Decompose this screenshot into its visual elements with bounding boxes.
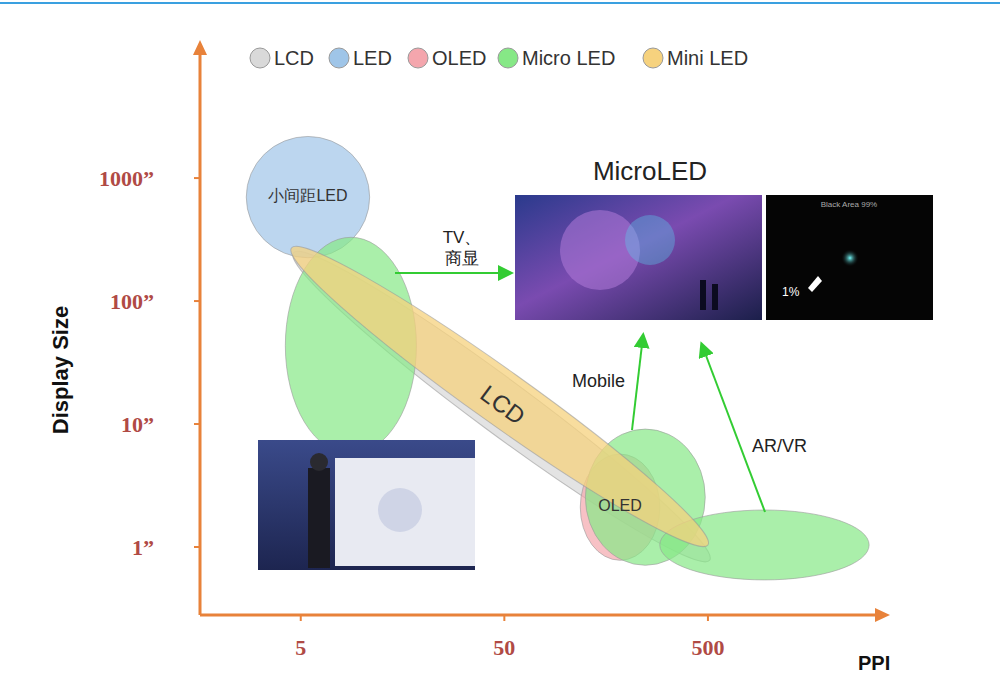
svg-text:5: 5	[295, 635, 306, 660]
svg-text:TV、: TV、	[443, 228, 482, 247]
svg-text:500: 500	[691, 635, 724, 660]
svg-text:Micro LED: Micro LED	[522, 47, 615, 69]
svg-text:LED: LED	[353, 47, 392, 69]
svg-text:Black Area 99%: Black Area 99%	[821, 200, 877, 209]
svg-text:OLED: OLED	[598, 497, 642, 514]
svg-text:10”: 10”	[121, 412, 154, 437]
svg-text:LCD: LCD	[475, 380, 530, 430]
svg-text:AR/VR: AR/VR	[752, 436, 807, 456]
svg-text:100”: 100”	[110, 289, 154, 314]
svg-text:MicroLED: MicroLED	[593, 156, 707, 186]
svg-text:商显: 商显	[445, 249, 479, 268]
svg-text:小间距LED: 小间距LED	[268, 187, 347, 204]
svg-text:Mobile: Mobile	[572, 371, 625, 391]
svg-text:OLED: OLED	[432, 47, 486, 69]
svg-text:PPI: PPI	[858, 652, 890, 674]
svg-text:Mini LED: Mini LED	[667, 47, 748, 69]
svg-text:1%: 1%	[782, 285, 800, 299]
svg-text:50: 50	[493, 635, 515, 660]
svg-text:1”: 1”	[132, 535, 154, 560]
svg-text:Display Size: Display Size	[48, 306, 73, 434]
svg-text:LCD: LCD	[274, 47, 314, 69]
svg-text:1000”: 1000”	[99, 166, 154, 191]
